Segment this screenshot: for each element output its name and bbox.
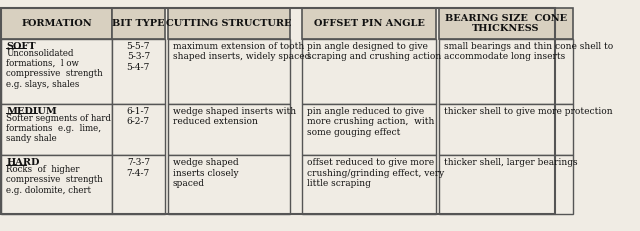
- Text: MEDIUM: MEDIUM: [6, 107, 57, 116]
- Text: Unconsolidated
formations,  l ow
compressive  strength
e.g. slays, shales: Unconsolidated formations, l ow compress…: [6, 49, 103, 89]
- Text: maximum extension of tooth
shaped inserts, widely spaced: maximum extension of tooth shaped insert…: [173, 42, 310, 61]
- Bar: [302, 39, 436, 104]
- Text: 7-3-7
7-4-7: 7-3-7 7-4-7: [127, 158, 150, 178]
- Bar: [111, 155, 165, 214]
- Text: pin angle designed to give
scraping and crushing action: pin angle designed to give scraping and …: [307, 42, 441, 61]
- Text: wedge shaped inserts with
reduced extension: wedge shaped inserts with reduced extens…: [173, 107, 296, 126]
- Bar: [168, 39, 290, 104]
- Text: SOFT: SOFT: [6, 42, 36, 51]
- Text: BIT TYPE: BIT TYPE: [112, 19, 164, 28]
- Text: CUTTING STRUCTURE: CUTTING STRUCTURE: [166, 19, 292, 28]
- Text: pin angle reduced to give
more crushing action,  with
some gouging effect: pin angle reduced to give more crushing …: [307, 107, 434, 137]
- Bar: [168, 104, 290, 155]
- Bar: [302, 8, 436, 39]
- Bar: [168, 155, 290, 214]
- Bar: [302, 155, 436, 214]
- Text: wedge shaped
inserts closely
spaced: wedge shaped inserts closely spaced: [173, 158, 239, 188]
- Text: 6-1-7
6-2-7: 6-1-7 6-2-7: [127, 107, 150, 126]
- Text: Rocks  of  higher
compressive  strength
e.g. dolomite, chert: Rocks of higher compressive strength e.g…: [6, 165, 103, 195]
- Text: HARD: HARD: [6, 158, 40, 167]
- Text: OFFSET PIN ANGLE: OFFSET PIN ANGLE: [314, 19, 424, 28]
- Bar: [1, 39, 111, 104]
- Bar: [1, 8, 111, 39]
- Text: thicker shell to give more protection: thicker shell to give more protection: [444, 107, 612, 116]
- Text: 5-5-7
5-3-7
5-4-7: 5-5-7 5-3-7 5-4-7: [127, 42, 150, 72]
- Text: Softer segments of hard
formations  e.g.  lime,
sandy shale: Softer segments of hard formations e.g. …: [6, 114, 111, 143]
- Text: small bearings and thin cone shell to
accommodate long inserts: small bearings and thin cone shell to ac…: [444, 42, 613, 61]
- Text: offset reduced to give more
crushing/grinding effect, very
little scraping: offset reduced to give more crushing/gri…: [307, 158, 444, 188]
- Text: BEARING SIZE  CONE
THICKNESS: BEARING SIZE CONE THICKNESS: [445, 14, 567, 33]
- Bar: [439, 155, 573, 214]
- Bar: [111, 104, 165, 155]
- Bar: [111, 39, 165, 104]
- Bar: [439, 104, 573, 155]
- Text: FORMATION: FORMATION: [21, 19, 92, 28]
- Bar: [168, 8, 290, 39]
- Text: thicker shell, larger bearings: thicker shell, larger bearings: [444, 158, 577, 167]
- Bar: [1, 8, 555, 214]
- Bar: [302, 104, 436, 155]
- Bar: [1, 155, 111, 214]
- Bar: [111, 8, 165, 39]
- Bar: [439, 8, 573, 39]
- Bar: [439, 39, 573, 104]
- Bar: [1, 104, 111, 155]
